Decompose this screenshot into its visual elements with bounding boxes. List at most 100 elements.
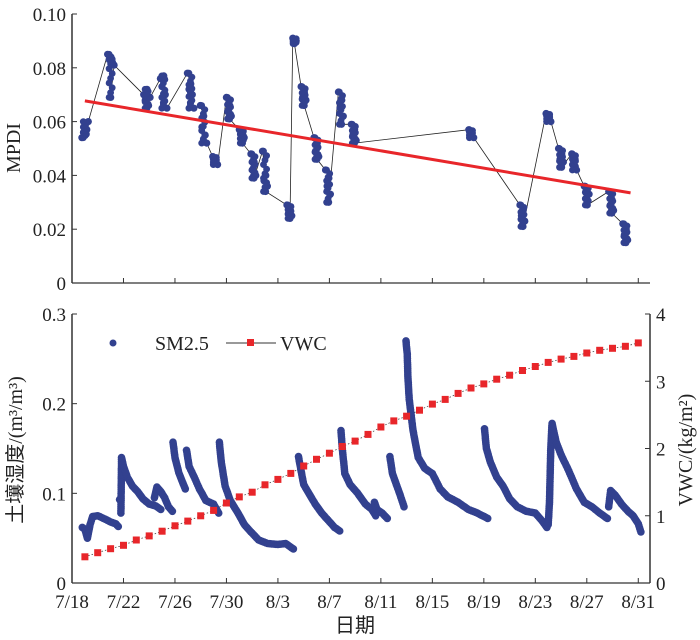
- vwc-square: [210, 506, 218, 514]
- vwc-square: [235, 493, 243, 501]
- vwc-square: [274, 475, 282, 483]
- sm25-point: [181, 485, 190, 493]
- mpdi-point: [185, 69, 193, 77]
- x-tick-label: 8/7: [317, 592, 341, 613]
- mpdi-y-tick-label: 0.08: [33, 59, 66, 80]
- mpdi-point: [108, 70, 116, 77]
- mpdi-point: [158, 72, 166, 80]
- vwc-square: [313, 455, 320, 463]
- vwc-y-axis-title: VWC/(kg/m²): [675, 394, 697, 507]
- vwc-square: [248, 488, 256, 496]
- vwc-square: [171, 522, 179, 530]
- legend-sm25-marker: [109, 339, 117, 347]
- vwc-square: [184, 517, 192, 525]
- x-tick-label: 8/31: [621, 592, 655, 613]
- x-tick-label: 8/3: [266, 592, 290, 613]
- vwc-square: [583, 349, 591, 357]
- x-tick-label: 7/26: [158, 592, 192, 613]
- x-tick-label: 7/18: [55, 592, 89, 613]
- mpdi-y-tick-label: 0.06: [33, 113, 66, 134]
- legend-vwc-marker: [247, 339, 254, 346]
- sm25-point: [114, 522, 123, 531]
- x-tick-label: 7/22: [107, 592, 141, 613]
- mpdi-y-axis-title: MPDI: [3, 123, 25, 173]
- vwc-square: [261, 481, 269, 489]
- vwc-square: [81, 553, 89, 561]
- vwc-square: [634, 339, 642, 347]
- mpdi-panel: 0 0.02 0.04 0.06 0.08 0.10 MPDI: [3, 5, 650, 295]
- mpdi-point: [105, 50, 113, 58]
- vwc-square: [377, 423, 385, 431]
- sm25-point: [637, 528, 645, 536]
- mpdi-point: [141, 85, 149, 93]
- mpdi-point: [543, 110, 550, 117]
- vwc-square: [107, 545, 115, 553]
- vwc-square: [338, 443, 346, 450]
- sm25-point: [157, 505, 165, 514]
- vwc-square: [531, 363, 539, 370]
- x-tick-label: 8/27: [570, 592, 604, 613]
- mpdi-point: [620, 220, 628, 228]
- vwc-square: [493, 375, 501, 383]
- sm25-points: [78, 337, 645, 553]
- vwc-square: [416, 406, 423, 414]
- vwc-square: [428, 400, 436, 408]
- vwc-square: [120, 541, 127, 549]
- x-tick-label: 8/11: [364, 592, 397, 613]
- legend-vwc-label: VWC: [280, 333, 327, 355]
- sm25-point: [168, 507, 177, 516]
- x-tick-label: 8/19: [467, 592, 501, 613]
- sm25-point: [383, 514, 392, 523]
- mpdi-point: [224, 94, 231, 101]
- vwc-square: [197, 512, 205, 520]
- mpdi-point: [323, 166, 330, 174]
- vwc-square: [403, 412, 411, 420]
- soil-moisture-y-axis-title: 土壤湿度/(m³/m³): [4, 376, 27, 524]
- x-tick-label: 7/30: [210, 592, 244, 613]
- vwc-squares: [81, 339, 642, 561]
- mpdi-point: [108, 84, 116, 92]
- soil-moisture-panel: 0 0.1 0.2 0.3 0 1 2 3 4 7/18 7/22 7/26 7/30 8/3 8/7 8/1…: [4, 305, 697, 637]
- vwc-square: [609, 344, 616, 352]
- mpdi-point: [248, 150, 256, 158]
- mpdi-point: [569, 150, 576, 158]
- legend: SM2.5 VWC: [109, 333, 327, 355]
- mpdi-point: [298, 83, 306, 90]
- mpdi-y-tick-label: 0: [57, 274, 67, 295]
- mpdi-trend-line-path: [84, 99, 631, 195]
- sm25-point: [483, 514, 492, 523]
- mpdi-point: [108, 55, 116, 63]
- vwc-square: [506, 371, 514, 379]
- vwc-y-tick-label: 4: [656, 305, 666, 326]
- sm25-point: [335, 527, 344, 535]
- soil-moisture-y-tick-label: 0.3: [42, 305, 66, 326]
- soil-moisture-y-tick-label: 0.1: [42, 484, 66, 505]
- vwc-square: [351, 437, 359, 445]
- mpdi-point: [517, 201, 525, 209]
- vwc-square: [544, 358, 552, 366]
- mpdi-point: [348, 120, 356, 128]
- sm25-point: [400, 503, 408, 511]
- vwc-square: [145, 532, 153, 540]
- mpdi-point: [284, 201, 292, 209]
- mpdi-points: [78, 34, 632, 247]
- mpdi-point: [466, 126, 473, 134]
- vwc-square: [132, 536, 140, 544]
- vwc-square: [222, 499, 230, 507]
- mpdi-point: [289, 34, 297, 42]
- mpdi-axes: 0 0.02 0.04 0.06 0.08 0.10: [33, 5, 650, 295]
- mpdi-point: [79, 118, 87, 125]
- mpdi-point: [556, 145, 563, 152]
- vwc-square: [621, 342, 629, 350]
- vwc-square: [364, 430, 372, 438]
- x-tick-label: 8/23: [518, 592, 552, 613]
- vwc-y-tick-label: 3: [656, 372, 666, 393]
- mpdi-y-tick-label: 0.02: [33, 220, 66, 241]
- mpdi-trend-line: [84, 99, 631, 195]
- sm25-point: [603, 514, 612, 523]
- vwc-square: [519, 367, 526, 374]
- vwc-square: [325, 449, 333, 457]
- soil-moisture-y-tick-label: 0: [57, 574, 67, 595]
- vwc-square: [467, 384, 475, 392]
- sm25-point: [289, 545, 298, 553]
